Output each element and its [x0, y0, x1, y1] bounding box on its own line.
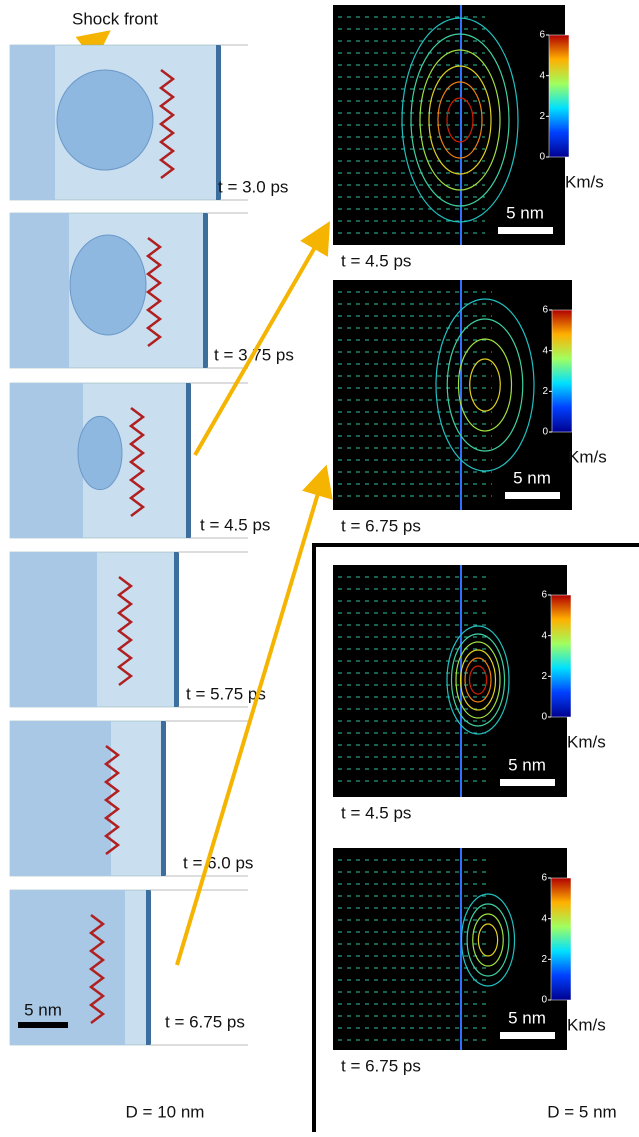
water-dense — [10, 45, 55, 200]
colorbar-tick-label: 4 — [541, 630, 547, 641]
time-label: t = 4.5 ps — [341, 251, 411, 270]
colorbar-tick-label: 6 — [541, 873, 547, 884]
colorbar — [552, 310, 572, 432]
colorbar-unit: Km/s — [568, 447, 607, 466]
scale-label: 5 nm — [506, 203, 544, 222]
colorbar — [551, 878, 571, 1000]
time-label: t = 6.0 ps — [183, 853, 253, 872]
caption: D = 5 nm — [547, 1102, 616, 1121]
scale-bar — [500, 779, 555, 786]
scale-bar — [505, 492, 560, 499]
scale-label: 5 nm — [24, 1000, 62, 1019]
colorbar-tick-label: 2 — [541, 954, 547, 965]
time-label: t = 4.5 ps — [200, 515, 270, 534]
colorbar-unit: Km/s — [565, 172, 604, 191]
shock-wall — [203, 213, 208, 368]
colorbar-tick-label: 4 — [542, 345, 548, 356]
colorbar — [549, 35, 569, 157]
colorbar-tick-label: 0 — [541, 995, 547, 1006]
annotation: Shock front — [72, 9, 158, 28]
scale-bar — [498, 227, 553, 234]
colorbar-tick-label: 6 — [539, 30, 545, 41]
colorbar-tick-label: 6 — [541, 590, 547, 601]
colorbar-tick-label: 6 — [542, 305, 548, 316]
box-border — [312, 543, 639, 547]
caption: D = 10 nm — [126, 1102, 205, 1121]
colorbar-unit: Km/s — [567, 732, 606, 751]
water-dense — [10, 213, 69, 368]
time-label: t = 6.75 ps — [341, 516, 421, 535]
colorbar-tick-label: 4 — [539, 70, 545, 81]
colorbar-tick-label: 0 — [539, 152, 545, 163]
colorbar-tick-label: 2 — [542, 386, 548, 397]
water-dense — [10, 721, 111, 876]
scale-label: 5 nm — [508, 755, 546, 774]
scale-bar — [500, 1032, 555, 1039]
shock-wall — [161, 721, 166, 876]
shock-wall — [186, 383, 191, 538]
time-label: t = 6.75 ps — [165, 1012, 245, 1031]
colorbar-tick-label: 2 — [539, 111, 545, 122]
bubble — [70, 235, 146, 335]
water-dense — [10, 383, 83, 538]
water-dense — [10, 552, 97, 707]
colorbar-unit: Km/s — [567, 1015, 606, 1034]
bubble — [57, 70, 153, 170]
shock-wall — [174, 552, 179, 707]
colorbar-tick-label: 4 — [541, 913, 547, 924]
shock-wall — [146, 890, 151, 1045]
time-label: t = 3.0 ps — [218, 177, 288, 196]
scale-label: 5 nm — [513, 468, 551, 487]
figure: Shock front D = 10 nm D = 5 nm t = 3.0 p… — [0, 0, 639, 1132]
bubble — [78, 416, 122, 489]
time-label: t = 4.5 ps — [341, 803, 411, 822]
arrow — [177, 480, 322, 965]
colorbar — [551, 595, 571, 717]
colorbar-tick-label: 0 — [541, 712, 547, 723]
water-dense — [10, 890, 125, 1045]
time-label: t = 5.75 ps — [186, 684, 266, 703]
colorbar-tick-label: 0 — [542, 427, 548, 438]
scale-label: 5 nm — [508, 1008, 546, 1027]
time-label: t = 6.75 ps — [341, 1056, 421, 1075]
colorbar-tick-label: 2 — [541, 671, 547, 682]
box-border — [312, 543, 316, 1132]
scale-bar — [18, 1022, 68, 1028]
